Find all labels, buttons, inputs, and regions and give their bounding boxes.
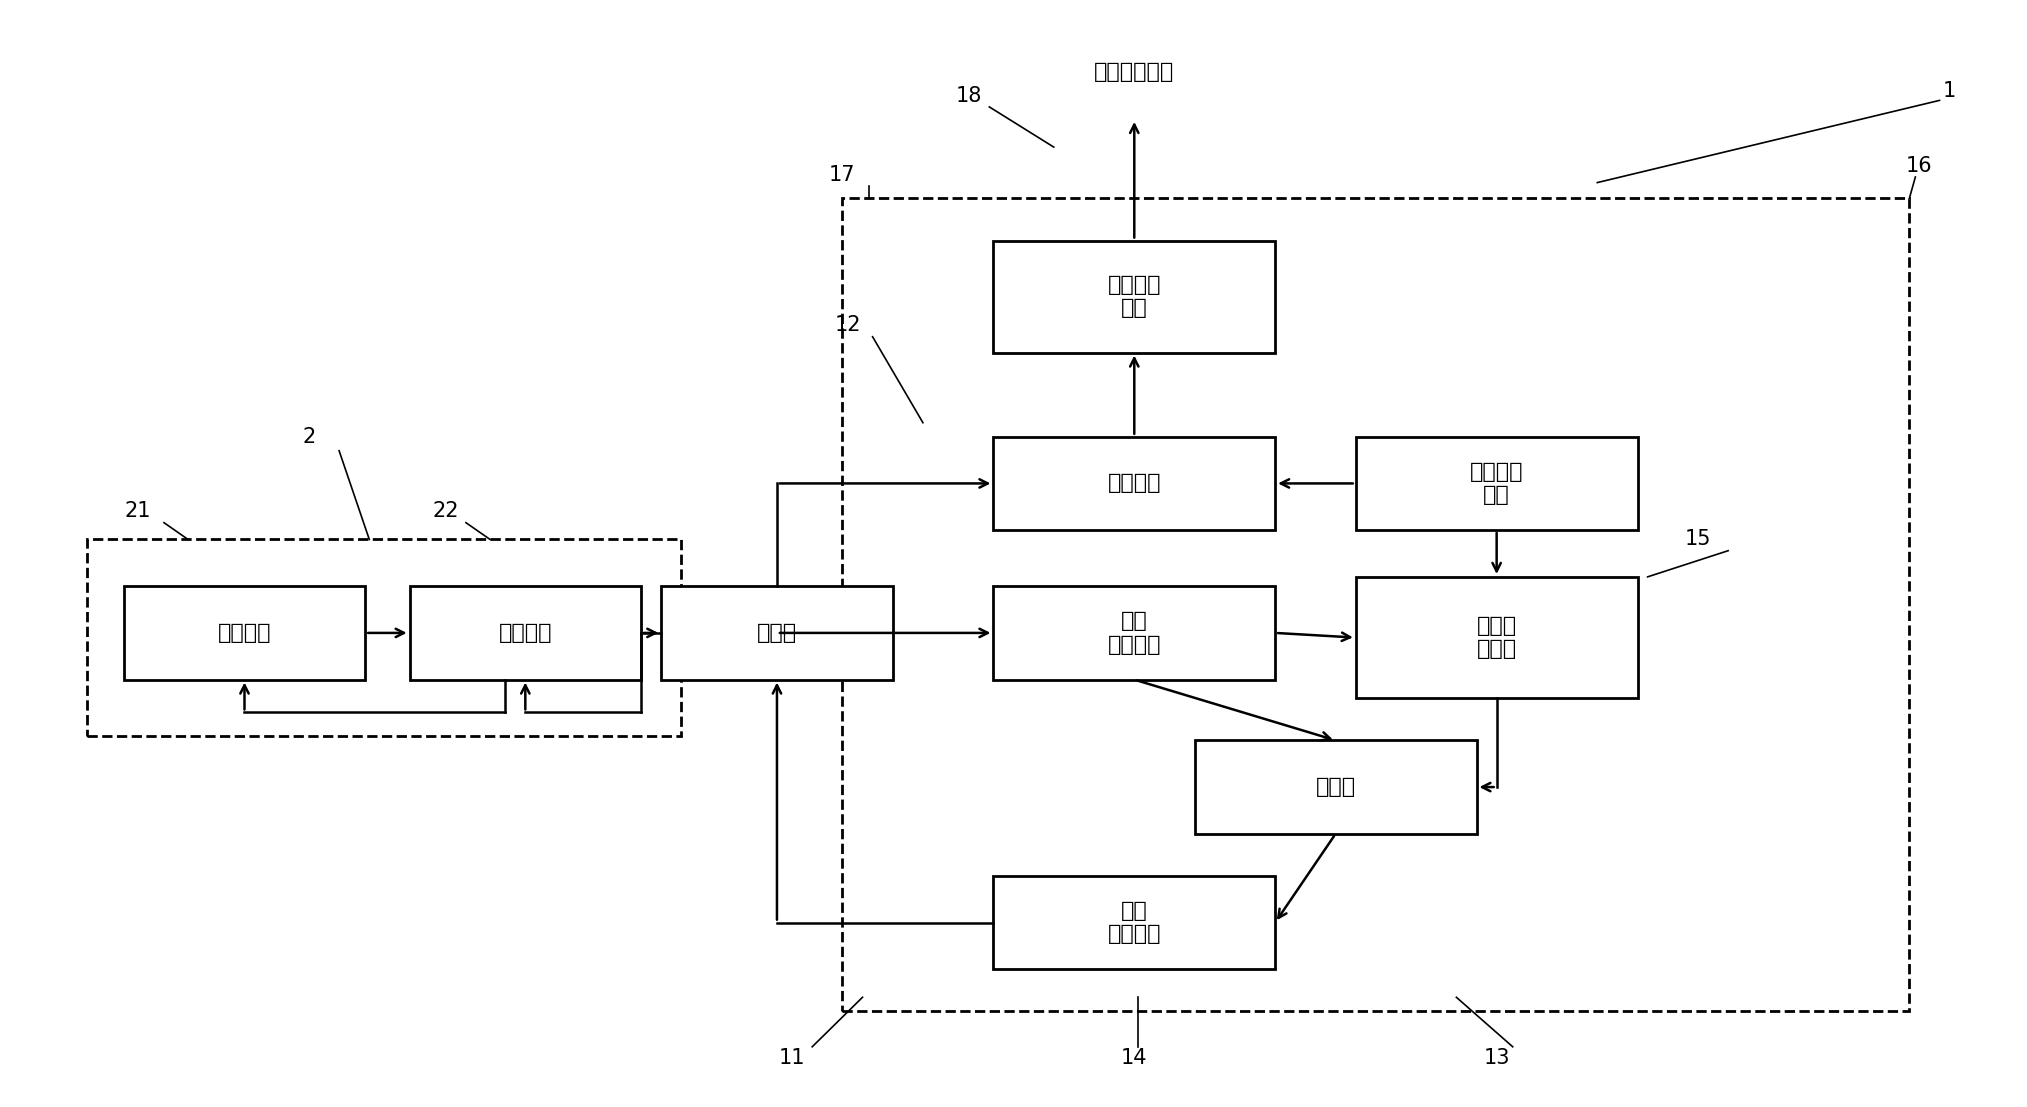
Bar	[993, 437, 1275, 530]
Text: 18: 18	[957, 85, 983, 105]
Bar	[87, 539, 681, 736]
Text: 室外单元: 室外单元	[499, 623, 551, 643]
Text: 环行器: 环行器	[756, 623, 797, 643]
Text: 电源模块
单元: 电源模块 单元	[1470, 462, 1524, 505]
Bar	[1356, 577, 1638, 699]
Text: 1: 1	[1944, 81, 1956, 101]
Bar	[843, 198, 1909, 1012]
Text: 21: 21	[124, 501, 152, 521]
Text: 16: 16	[1905, 156, 1932, 176]
Text: 室内单元: 室内单元	[217, 623, 272, 643]
Text: 第一
耦合电路: 第一 耦合电路	[1107, 611, 1161, 654]
Text: 15: 15	[1684, 529, 1711, 549]
Bar	[993, 876, 1275, 970]
Bar	[1194, 741, 1476, 834]
Text: 运放单元: 运放单元	[1107, 474, 1161, 494]
Bar	[124, 587, 365, 680]
Text: 信号检波
单元: 信号检波 单元	[1107, 275, 1161, 318]
Text: 14: 14	[1121, 1048, 1147, 1068]
Text: 12: 12	[835, 314, 861, 334]
Bar	[993, 240, 1275, 353]
Text: 时钟生
成单元: 时钟生 成单元	[1476, 615, 1516, 659]
Text: 17: 17	[829, 165, 855, 185]
Text: 22: 22	[432, 501, 458, 521]
Bar	[1356, 437, 1638, 530]
Text: 第二
耦合电路: 第二 耦合电路	[1107, 901, 1161, 944]
Text: 混频器: 混频器	[1316, 777, 1356, 797]
Text: 信号检测指示: 信号检测指示	[1095, 62, 1174, 82]
Text: 2: 2	[302, 426, 316, 447]
Text: 13: 13	[1484, 1048, 1510, 1068]
Bar	[661, 587, 892, 680]
Text: 11: 11	[778, 1048, 805, 1068]
Bar	[993, 587, 1275, 680]
Bar	[409, 587, 641, 680]
